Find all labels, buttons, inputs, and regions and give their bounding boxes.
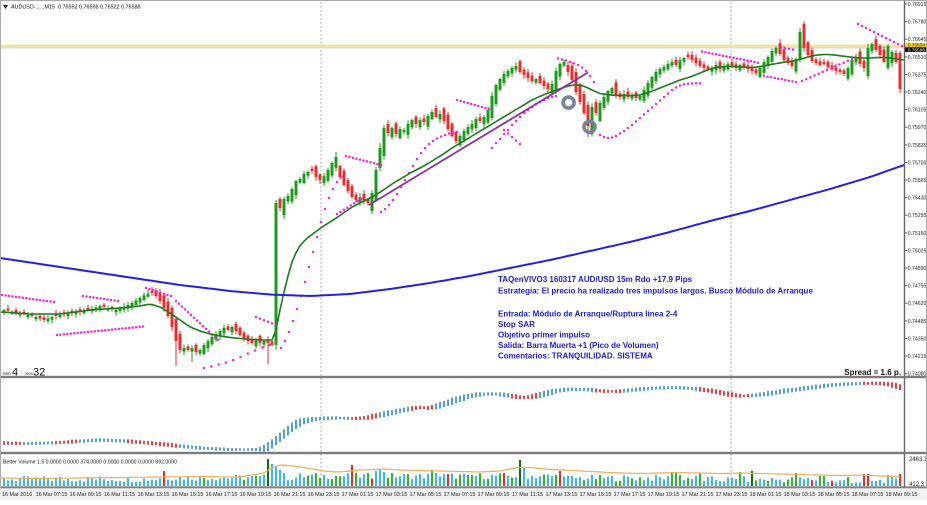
svg-text:Better Volume 1.5 0.0000 0.000: Better Volume 1.5 0.0000 0.0000 374.0000… (3, 460, 177, 466)
svg-text:17 Mar 05:15: 17 Mar 05:15 (410, 492, 442, 498)
svg-text:17 Mar 19:15: 17 Mar 19:15 (648, 492, 680, 498)
svg-text:0.74485: 0.74485 (908, 319, 927, 325)
svg-text:0.75160: 0.75160 (908, 231, 927, 237)
svg-text:0.76588: 0.76588 (908, 47, 926, 53)
svg-text:0.74080: 0.74080 (908, 372, 927, 378)
svg-text:17 Mar 01:15: 17 Mar 01:15 (342, 492, 374, 498)
svg-text:18 Mar 07:15: 18 Mar 07:15 (852, 492, 884, 498)
svg-text:Salida: Barra Muerta +1 (Pico: Salida: Barra Muerta +1 (Pico de Volumen… (498, 341, 659, 350)
svg-text:16 Mar 2016: 16 Mar 2016 (2, 492, 32, 498)
svg-text:0.74350: 0.74350 (908, 336, 927, 342)
svg-text:16 Mar 17:15: 16 Mar 17:15 (206, 492, 238, 498)
svg-text:Objetivo primer impulso: Objetivo primer impulso (498, 331, 590, 340)
svg-text:Stop SAR: Stop SAR (498, 320, 535, 329)
svg-text:AUDUSD-.....,M15 0.76552 0.76: AUDUSD-.....,M15 0.76552 0.76598 0.76522… (11, 5, 140, 11)
svg-text:0.74890: 0.74890 (908, 266, 927, 272)
svg-text:18 Mar 03:15: 18 Mar 03:15 (784, 492, 816, 498)
svg-text:16 Mar 21:15: 16 Mar 21:15 (274, 492, 306, 498)
svg-text:0.76510: 0.76510 (908, 55, 927, 61)
svg-text:16 Mar 23:15: 16 Mar 23:15 (308, 492, 340, 498)
svg-text:0.76645: 0.76645 (908, 37, 927, 43)
svg-text:16 Mar 09:15: 16 Mar 09:15 (70, 492, 102, 498)
svg-text:17 Mar 09:15: 17 Mar 09:15 (478, 492, 510, 498)
svg-text:16 Mar 15:15: 16 Mar 15:15 (172, 492, 204, 498)
svg-text:Estrategia: El precio ha reali: Estrategia: El precio ha realizado tres … (498, 287, 813, 296)
svg-text:0.74620: 0.74620 (908, 301, 927, 307)
svg-text:0.76105: 0.76105 (908, 108, 927, 114)
svg-text:0.75295: 0.75295 (908, 213, 927, 219)
svg-text:412.3: 412.3 (909, 482, 925, 488)
svg-text:17 Mar 17:15: 17 Mar 17:15 (614, 492, 646, 498)
svg-text:17 Mar 07:15: 17 Mar 07:15 (444, 492, 476, 498)
svg-text:17 Mar 13:15: 17 Mar 13:15 (546, 492, 578, 498)
svg-text:2463.3: 2463.3 (909, 457, 927, 463)
svg-text:0.74755: 0.74755 (908, 284, 927, 290)
svg-text:16 Mar 19:15: 16 Mar 19:15 (240, 492, 272, 498)
svg-text:0.75565: 0.75565 (908, 178, 927, 184)
svg-text:0.75700: 0.75700 (908, 160, 927, 166)
svg-text:18 Mar 01:15: 18 Mar 01:15 (750, 492, 782, 498)
svg-text:0.75835: 0.75835 (908, 143, 927, 149)
svg-text:17 Mar 11:15: 17 Mar 11:15 (512, 492, 543, 498)
svg-text:0.75970: 0.75970 (908, 125, 927, 131)
svg-text:TAQenVIVO3 160317 AUD/USD 15m: TAQenVIVO3 160317 AUD/USD 15m Rdo +17.9 … (498, 275, 693, 284)
svg-text:0.76375: 0.76375 (908, 72, 927, 78)
svg-text:0.76780: 0.76780 (908, 20, 927, 26)
svg-text:0.75430: 0.75430 (908, 196, 927, 202)
svg-text:0.74215: 0.74215 (908, 354, 927, 360)
svg-text:16 Mar 11:15: 16 Mar 11:15 (104, 492, 135, 498)
svg-text:16 Mar 13:15: 16 Mar 13:15 (138, 492, 170, 498)
svg-text:16 Mar 07:15: 16 Mar 07:15 (36, 492, 68, 498)
svg-text:Comentarios: TRANQUILIDAD. SIS: Comentarios: TRANQUILIDAD. SISTEMA (498, 352, 653, 361)
svg-text:18 Mar 05:15: 18 Mar 05:15 (818, 492, 850, 498)
svg-text:Entrada: Módulo de Arranque/Ru: Entrada: Módulo de Arranque/Ruptura líne… (498, 310, 678, 319)
svg-text:18 Mar 09:15: 18 Mar 09:15 (886, 492, 918, 498)
svg-text:0.76240: 0.76240 (908, 90, 927, 96)
svg-text:17 Mar 15:15: 17 Mar 15:15 (580, 492, 612, 498)
svg-text:0.76915: 0.76915 (908, 2, 927, 8)
svg-text:17 Mar 03:15: 17 Mar 03:15 (376, 492, 408, 498)
svg-text:17 Mar 21:15: 17 Mar 21:15 (682, 492, 714, 498)
svg-text:17 Mar 23:15: 17 Mar 23:15 (716, 492, 748, 498)
svg-text:Spread = 1.6 p.: Spread = 1.6 p. (844, 368, 901, 377)
svg-text:0.75025: 0.75025 (908, 248, 927, 254)
